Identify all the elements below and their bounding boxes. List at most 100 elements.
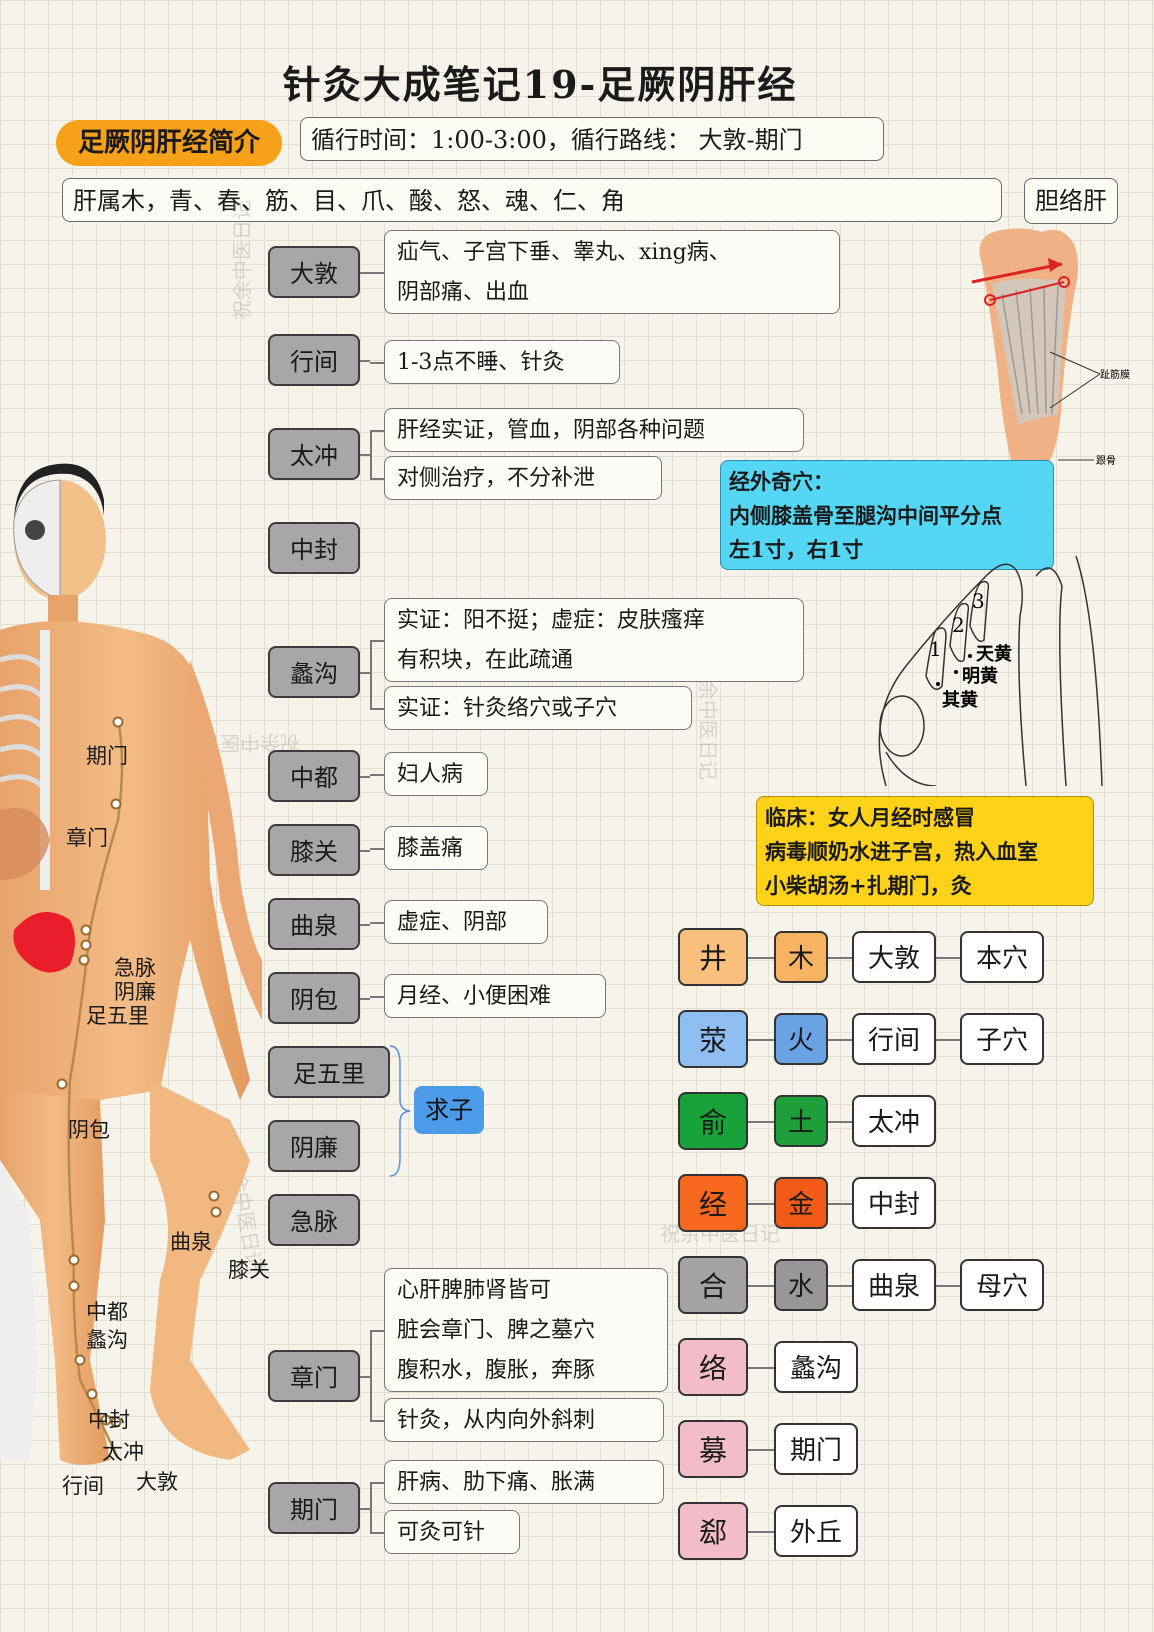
connector — [748, 1449, 774, 1451]
point-note: 1-3点不睡、针灸 — [384, 340, 620, 384]
knee-label-2: 2 — [952, 613, 965, 637]
knee-label-3: 3 — [972, 589, 985, 613]
connector — [748, 1531, 774, 1533]
point-note-line: 1-3点不睡、针灸 — [397, 350, 565, 375]
point-note: 心肝脾肺肾皆可 脏会章门、脾之墓穴 腹积水，腹胀，奔豚 — [384, 1268, 668, 1392]
extra-point-line: 内侧膝盖骨至腿沟中间平分点 — [729, 503, 1002, 528]
point-note-line: 实证：针灸络穴或子穴 — [397, 696, 618, 721]
point-node: 阴包 — [268, 972, 360, 1024]
body-label-xiguan: 膝关 — [228, 1258, 270, 1282]
point-note-line: 针灸，从内向外斜刺 — [397, 1408, 596, 1433]
body-label-zhangmen: 章门 — [66, 826, 108, 850]
clinic-line: 临床：女人月经时感冒 — [765, 805, 975, 830]
connector — [370, 1532, 384, 1534]
shu-point: 行间 — [852, 1013, 936, 1065]
connector — [370, 430, 372, 478]
knee-label-minghuang: 明黄 — [962, 665, 998, 687]
connector — [370, 848, 384, 850]
knee-label-1: 1 — [929, 637, 942, 661]
time-route-box: 循行时间：1:00-3:00，循行路线： 大敦-期门 — [300, 117, 884, 161]
point-note-line: 脏会章门、脾之墓穴 — [397, 1318, 596, 1343]
connector — [748, 1121, 774, 1123]
body-label-dadun: 大敦 — [136, 1470, 178, 1494]
clinic-line: 小柴胡汤+扎期门，灸 — [765, 873, 972, 898]
connector — [370, 922, 384, 924]
shu-point: 中封 — [852, 1177, 936, 1229]
connector — [828, 1039, 852, 1041]
shu-note: 子穴 — [960, 1013, 1044, 1065]
point-node: 急脉 — [268, 1194, 360, 1246]
clinic-note: 临床：女人月经时感冒 病毒顺奶水进子宫，热入血室 小柴胡汤+扎期门，灸 — [756, 796, 1094, 906]
body-label-yinlian: 阴廉 — [114, 980, 156, 1004]
connector — [370, 1482, 372, 1532]
shu-element: 火 — [774, 1013, 828, 1065]
body-label-ligou: 蠡沟 — [86, 1328, 128, 1352]
extra-point-note: 经外奇穴： 内侧膝盖骨至腿沟中间平分点 左1寸，右1寸 — [720, 460, 1054, 570]
shu-element: 木 — [774, 931, 828, 983]
connector — [370, 478, 384, 480]
connector — [370, 640, 372, 708]
body-figure — [0, 463, 262, 1465]
point-note: 可灸可针 — [384, 1510, 520, 1554]
point-node: 中封 — [268, 522, 360, 574]
clinic-line: 病毒顺奶水进子宫，热入血室 — [765, 839, 1038, 864]
extra-point-line: 经外奇穴： — [729, 469, 834, 494]
point-note-line: 肝经实证，管血，阴部各种问题 — [397, 418, 706, 443]
point-node: 中都 — [268, 750, 360, 802]
shu-category: 俞 — [678, 1092, 748, 1150]
point-note: 实证：针灸络穴或子穴 — [384, 686, 692, 730]
connector — [360, 360, 370, 362]
connector — [370, 1330, 384, 1332]
point-node: 蠡沟 — [268, 646, 360, 698]
connector — [748, 1203, 774, 1205]
connector — [828, 1121, 852, 1123]
connector — [748, 1367, 774, 1369]
connector — [748, 1039, 774, 1041]
shu-note: 母穴 — [960, 1259, 1044, 1311]
shu-category: 经 — [678, 1174, 748, 1232]
point-node: 大敦 — [268, 246, 360, 298]
connector — [360, 1508, 370, 1510]
connector — [360, 1376, 370, 1378]
qiuzi-bracket — [389, 1045, 411, 1177]
connector — [360, 454, 370, 456]
shu-category: 募 — [678, 1420, 748, 1478]
point-note: 疝气、子宫下垂、睾丸、xing病、 阴部痛、出血 — [384, 230, 840, 314]
connector — [360, 672, 370, 674]
body-label-zhongfeng: 中封 — [88, 1408, 130, 1432]
connector — [936, 1285, 960, 1287]
shu-category: 郄 — [678, 1502, 748, 1560]
connector — [828, 1285, 852, 1287]
shu-category: 合 — [678, 1256, 748, 1314]
point-note-line: 月经、小便困难 — [397, 984, 552, 1009]
body-label-jimai: 急脉 — [114, 956, 156, 980]
point-note: 虚症、阴部 — [384, 900, 548, 944]
point-note-line: 对侧治疗，不分补泄 — [397, 466, 596, 491]
shu-element: 土 — [774, 1095, 828, 1147]
body-label-zuwuli: 足五里 — [86, 1004, 149, 1028]
point-note-line: 膝盖痛 — [397, 836, 464, 861]
connector — [360, 776, 370, 778]
point-note: 妇人病 — [384, 752, 488, 796]
point-note-line: 可灸可针 — [397, 1520, 486, 1545]
point-note-line: 虚症、阴部 — [397, 910, 508, 935]
foot-label-calcaneus: 跟骨 — [1096, 455, 1116, 467]
connector — [360, 850, 370, 852]
point-node: 曲泉 — [268, 898, 360, 950]
point-node: 太冲 — [268, 428, 360, 480]
shu-category: 井 — [678, 928, 748, 986]
connector — [370, 1330, 372, 1420]
page-title: 针灸大成笔记19-足厥阴肝经 — [282, 62, 798, 107]
point-note-line: 阴部痛、出血 — [397, 280, 530, 305]
body-label-zhongdu: 中都 — [86, 1300, 128, 1324]
body-label-yinbao: 阴包 — [68, 1118, 110, 1142]
intro-label: 足厥阴肝经简介 — [56, 120, 282, 166]
gallbladder-box: 胆络肝 — [1024, 178, 1118, 224]
connector — [370, 996, 384, 998]
connector — [370, 362, 384, 364]
point-note-line: 妇人病 — [397, 762, 464, 787]
body-label-qimen: 期门 — [86, 744, 128, 768]
connector — [828, 1203, 852, 1205]
shu-point: 蠡沟 — [774, 1341, 858, 1393]
shu-category: 荥 — [678, 1010, 748, 1068]
